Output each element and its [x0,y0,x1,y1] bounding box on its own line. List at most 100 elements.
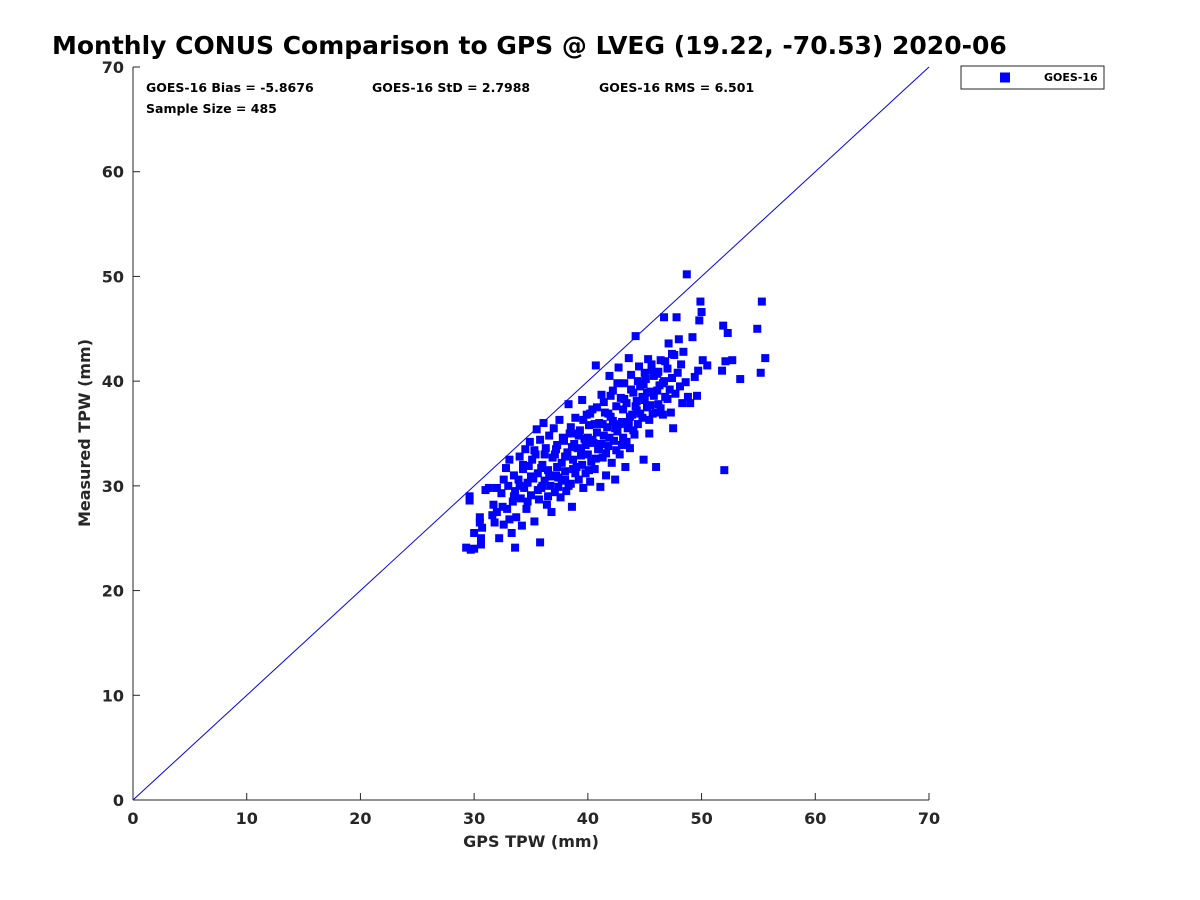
data-point [686,399,695,408]
data-point [523,478,532,487]
data-point [627,370,636,379]
x-tick-label: 10 [236,809,258,828]
stats-annotations: GOES-16 Bias = -5.8676 GOES-16 StD = 2.7… [146,80,754,116]
data-point [719,321,728,330]
data-point [652,408,661,417]
data-point [624,419,633,428]
data-point [696,297,705,306]
y-tick-label: 50 [102,267,124,286]
data-point [490,518,499,527]
data-point [522,504,531,513]
data-point [630,430,639,439]
data-point [619,405,628,414]
data-point [596,482,605,491]
data-point [492,483,501,492]
data-point [520,483,529,492]
data-point [605,371,614,380]
data-point [642,388,651,397]
data-point [645,429,654,438]
data-point [488,511,497,520]
data-point [584,466,593,475]
data-point [586,477,595,486]
data-point [508,497,517,506]
data-point [698,356,707,365]
data-point [562,487,571,496]
data-point [532,425,541,434]
data-point [559,436,568,445]
data-point [663,394,672,403]
data-point [688,333,697,342]
data-point [631,402,640,411]
data-point [598,453,607,462]
data-point [612,402,621,411]
data-point [540,476,549,485]
data-point [693,391,702,400]
data-point [615,450,624,459]
data-point [620,394,629,403]
data-point [606,391,615,400]
data-point [547,508,556,517]
data-point [602,471,611,480]
data-point [604,442,613,451]
data-point [646,401,655,410]
data-point [621,463,630,472]
data-point [519,460,528,469]
data-point [757,297,766,306]
data-point [492,508,501,517]
data-point [554,482,563,491]
data-point [671,389,680,398]
data-point [579,415,588,424]
data-point [489,500,498,509]
data-point [579,483,588,492]
data-point [620,379,629,388]
data-point [604,409,613,418]
data-point [567,443,576,452]
data-point [578,395,587,404]
data-point [542,500,551,509]
data-point [631,332,640,341]
data-point [553,463,562,472]
data-point [545,431,554,440]
data-point [639,455,648,464]
data-point [611,475,620,484]
legend: GOES-16 [960,65,1105,90]
data-point [509,492,518,501]
data-point [498,502,507,511]
data-point [497,489,506,498]
data-point [564,400,573,409]
data-point [638,413,647,422]
data-point [587,457,596,466]
data-point [665,385,674,394]
data-point [723,328,732,337]
x-tick-label: 70 [918,809,940,828]
data-point [652,463,661,472]
data-point [679,347,688,356]
x-axis-ticks: 0 10 20 30 40 50 60 70 [127,793,940,828]
data-point [476,540,485,549]
y-tick-label: 60 [102,163,124,182]
data-point [617,441,626,450]
data-point [619,433,628,442]
data-point [656,404,665,413]
data-point [635,362,644,371]
data-point [673,368,682,377]
data-point [527,472,535,481]
data-point [484,483,493,492]
data-point [761,354,770,363]
data-point [614,363,623,372]
data-point [561,475,570,484]
data-point [661,357,670,366]
y-tick-label: 0 [113,791,124,810]
data-point [633,377,642,386]
data-point [564,481,573,490]
data-point [718,366,727,375]
data-point [525,437,534,446]
data-point [592,403,601,412]
data-point [588,405,597,414]
data-point [549,424,558,433]
data-point [540,450,549,459]
data-point [509,471,518,480]
data-point [465,492,474,501]
data-point [597,390,606,399]
